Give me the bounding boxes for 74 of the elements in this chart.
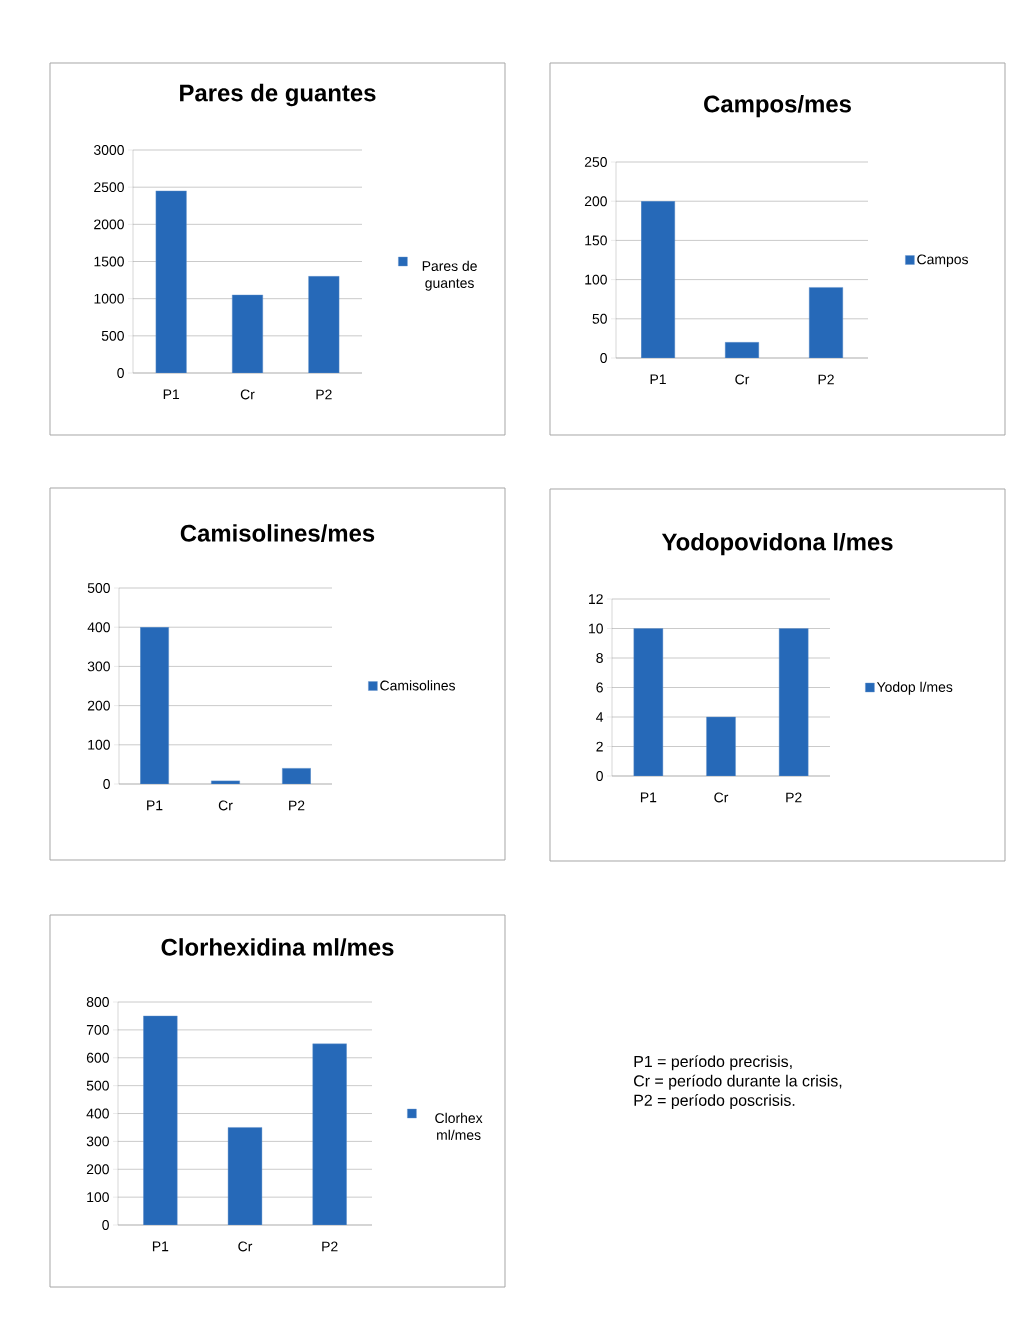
x-tick-label: P2	[289, 800, 305, 811]
chart-title: Clorhexidina ml/mes	[161, 938, 394, 956]
legend-label: Pares de guantes	[422, 260, 477, 291]
y-tick-label: 0	[596, 771, 603, 781]
y-tick-label: 200	[584, 196, 607, 207]
y-tick-label: 4	[596, 712, 604, 722]
x-tick-label: Cr	[714, 792, 729, 803]
y-tick-label: 0	[103, 779, 110, 789]
y-tick-label: 100	[585, 274, 607, 285]
x-tick-label: P1	[650, 374, 666, 385]
x-tick-label: Cr	[218, 800, 233, 811]
chart-title: Campos/mes	[704, 94, 851, 118]
y-tick-label: 0	[102, 1220, 109, 1230]
y-tick-label: 2000	[94, 219, 124, 230]
legend-label: Camisolines	[380, 680, 456, 691]
y-tick-label: 12	[589, 594, 603, 604]
y-tick-label: 1500	[94, 256, 124, 267]
x-tick-label: P1	[147, 800, 163, 811]
y-tick-label: 300	[86, 1136, 109, 1147]
text: P2 = período poscrisis.	[634, 1094, 795, 1110]
y-tick-label: 400	[86, 1108, 109, 1119]
x-tick-label: Cr	[735, 374, 750, 385]
chart-title: Pares de guantes	[180, 83, 376, 107]
x-tick-label: Cr	[240, 389, 255, 400]
bar	[312, 1043, 347, 1226]
text: P1 = período precrisis,	[634, 1055, 792, 1071]
x-tick-label: P1	[152, 1241, 169, 1252]
bar	[232, 294, 263, 373]
x-tick-label: P1	[640, 792, 657, 803]
x-tick-label: P2	[818, 374, 834, 385]
y-tick-label: 250	[584, 157, 607, 167]
y-tick-label: 100	[87, 1192, 109, 1203]
y-tick-label: 1000	[94, 293, 124, 304]
y-tick-label: 700	[86, 1024, 109, 1035]
x-tick-label: P2	[322, 1241, 338, 1252]
y-tick-label: 200	[86, 1164, 109, 1175]
x-tick-label: P2	[786, 792, 802, 803]
y-tick-label: 150	[585, 235, 607, 246]
y-tick-label: 400	[87, 622, 110, 633]
bar	[641, 201, 676, 358]
bar	[809, 287, 844, 358]
bar	[308, 276, 340, 373]
bar	[282, 768, 311, 785]
y-tick-label: 600	[86, 1052, 109, 1063]
y-tick-label: 0	[600, 353, 607, 363]
bar	[211, 780, 240, 785]
text: Cr = período durante la crisis,	[634, 1074, 842, 1090]
bar	[155, 190, 187, 373]
bar	[140, 627, 169, 785]
y-tick-label: 3000	[93, 145, 124, 155]
y-tick-label: 800	[86, 997, 109, 1007]
y-tick-label: 500	[101, 330, 124, 341]
y-tick-label: 8	[596, 653, 603, 663]
y-tick-label: 2500	[94, 182, 124, 193]
y-tick-label: 200	[87, 700, 110, 711]
y-tick-label: 500	[86, 1080, 109, 1091]
x-tick-label: Cr	[238, 1241, 253, 1252]
bar	[143, 1015, 178, 1226]
x-tick-label: P1	[163, 389, 180, 400]
y-tick-label: 0	[117, 368, 124, 378]
chart-title: Camisolines/mes	[180, 524, 375, 542]
x-tick-label: P2	[316, 389, 332, 400]
y-tick-label: 50	[592, 313, 607, 324]
bar	[227, 1127, 263, 1226]
y-tick-label: 300	[87, 661, 110, 672]
legend-label: Campos	[917, 254, 969, 268]
y-tick-label: 500	[87, 583, 110, 593]
chart-title: Yodopovidona l/mes	[661, 532, 893, 556]
y-tick-label: 100	[88, 739, 110, 750]
legend-label: Clorhex ml/mes	[435, 1112, 483, 1140]
y-tick-label: 10	[589, 623, 603, 634]
y-tick-label: 2	[596, 741, 603, 752]
legend-label: Yodop l/mes	[876, 681, 953, 695]
y-tick-label: 6	[596, 682, 603, 693]
